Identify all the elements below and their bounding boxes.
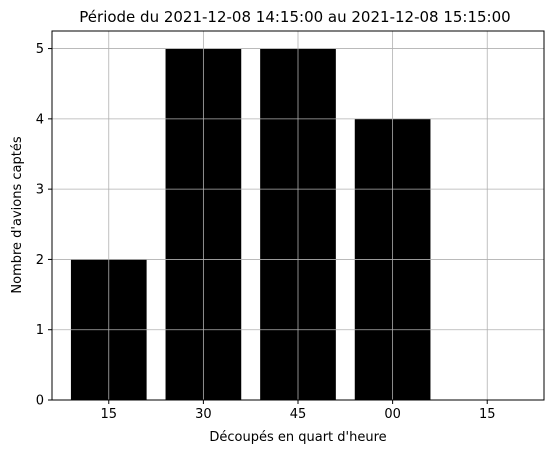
chart-title: Période du 2021-12-08 14:15:00 au 2021-1… [79,8,510,26]
y-tick-label: 0 [36,394,44,409]
x-tick-label: 00 [384,407,401,422]
y-tick-label: 1 [36,323,44,338]
y-axis-ticks: 0 1 2 3 4 5 [36,42,52,409]
x-axis-label: Découpés en quart d'heure [209,430,386,445]
x-tick-label: 15 [479,407,496,422]
x-tick-label: 15 [100,407,117,422]
y-tick-label: 2 [36,253,44,268]
y-tick-label: 4 [36,112,44,127]
bars-group [70,48,431,400]
y-axis-label: Nombre d'avions captés [10,136,25,293]
x-tick-label: 45 [290,407,307,422]
x-axis-ticks: 15 30 45 00 15 [100,400,496,422]
y-tick-label: 3 [36,183,44,198]
x-tick-label: 30 [195,407,212,422]
y-tick-label: 5 [36,42,44,57]
